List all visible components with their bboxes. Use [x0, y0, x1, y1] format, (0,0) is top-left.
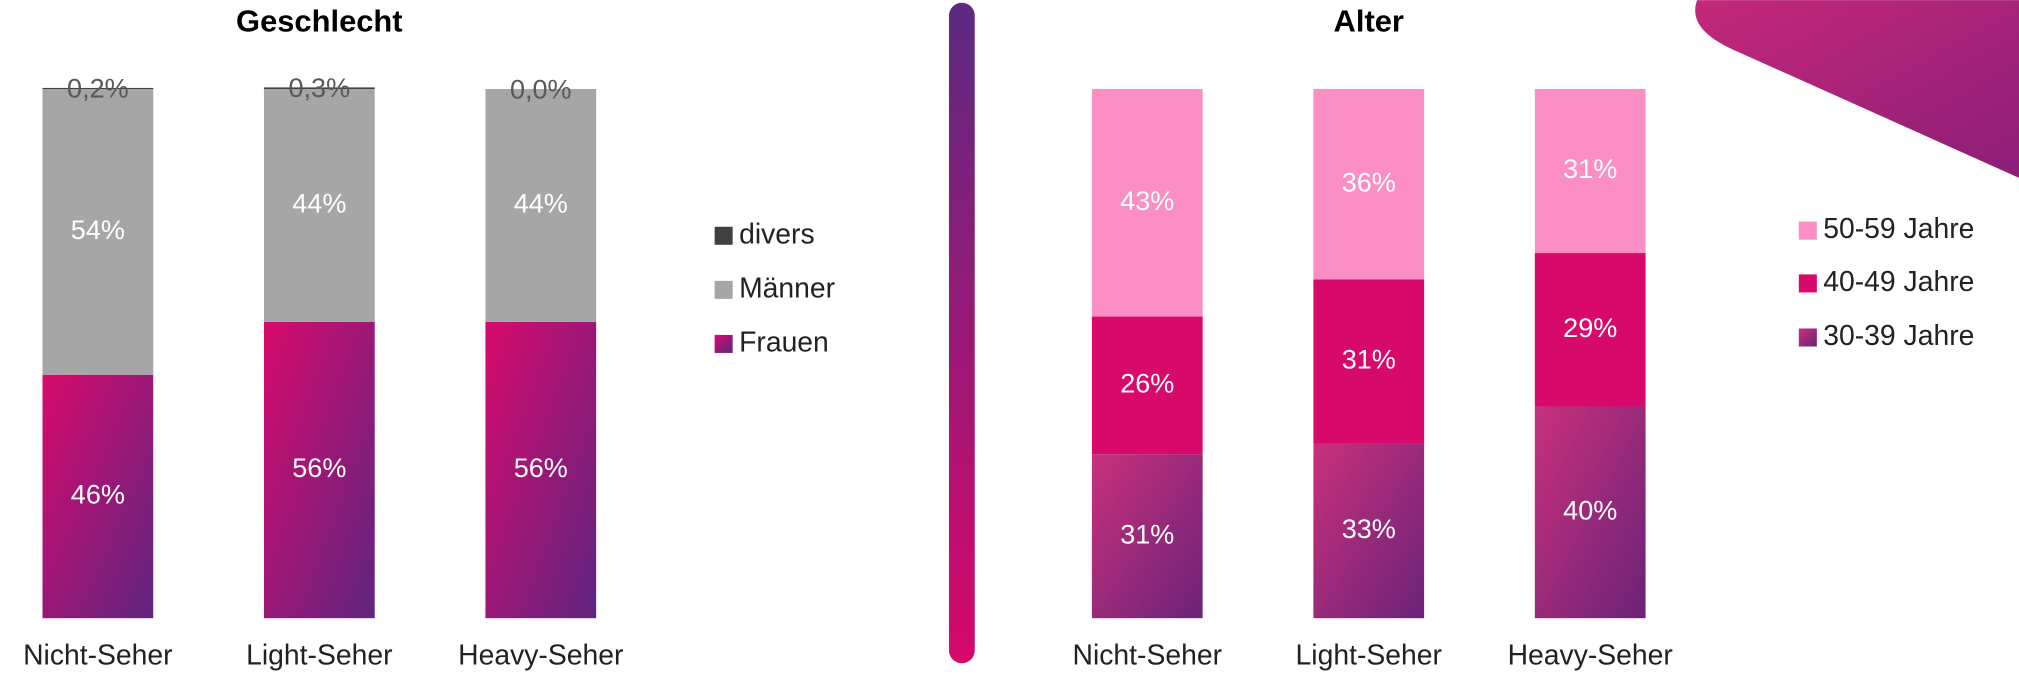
x-tick-label: Heavy-Seher: [458, 639, 623, 671]
value-label: 56%: [514, 453, 568, 483]
legend-swatch: [715, 227, 733, 245]
value-label: 36%: [1342, 167, 1396, 197]
value-label: 31%: [1342, 345, 1396, 375]
value-label: 43%: [1120, 186, 1174, 216]
value-label: 54%: [71, 215, 125, 245]
chart-title: Alter: [1334, 3, 1404, 38]
value-label: 33%: [1342, 514, 1396, 544]
legend-swatch: [715, 335, 733, 353]
legend-label: Frauen: [739, 326, 829, 358]
value-label: 0,3%: [289, 73, 351, 103]
value-label: 44%: [514, 189, 568, 219]
divider: [949, 3, 975, 664]
legend-label: 50-59 Jahre: [1823, 213, 1974, 245]
legend-swatch: [1799, 328, 1817, 346]
value-label: 40%: [1563, 496, 1617, 526]
legend-swatch: [1799, 222, 1817, 240]
legend-swatch: [1799, 274, 1817, 292]
x-tick-label: Light-Seher: [1296, 639, 1442, 671]
chart-title: Geschlecht: [236, 3, 403, 38]
value-label: 46%: [71, 480, 125, 510]
legend-swatch: [715, 281, 733, 299]
x-tick-label: Nicht-Seher: [23, 639, 172, 671]
corner-decoration: [1695, 0, 2019, 178]
value-label: 56%: [292, 453, 346, 483]
value-label: 26%: [1120, 368, 1174, 398]
value-label: 31%: [1563, 154, 1617, 184]
charts: Geschlecht Nicht-Seher 46% 54% 0,2% Light-Seh…: [0, 0, 2019, 675]
legend-label: 30-39 Jahre: [1823, 320, 1974, 352]
x-tick-label: Light-Seher: [246, 639, 392, 671]
value-label: 29%: [1563, 313, 1617, 343]
value-label: 31%: [1120, 519, 1174, 549]
legend-label: divers: [739, 218, 815, 250]
x-tick-label: Heavy-Seher: [1508, 639, 1673, 671]
value-label: 0,2%: [67, 74, 129, 104]
legend-label: 40-49 Jahre: [1823, 266, 1974, 298]
value-label: 44%: [292, 189, 346, 219]
page: {"chart_data": [ {"type": "stacked_bar",…: [0, 0, 2019, 675]
x-tick-label: Nicht-Seher: [1073, 639, 1222, 671]
legend-label: Männer: [739, 272, 835, 304]
value-label: 0,0%: [510, 75, 572, 105]
